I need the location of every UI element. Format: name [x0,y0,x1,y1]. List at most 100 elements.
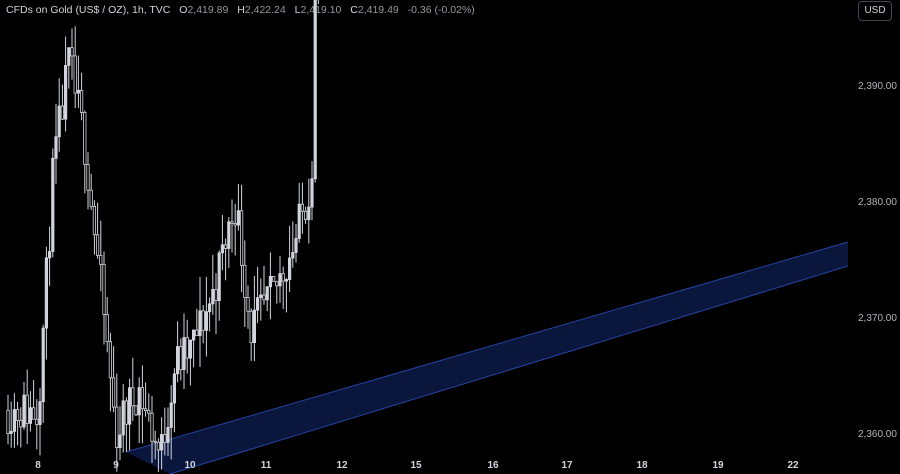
candle-body [217,252,221,301]
candle-body [278,273,282,287]
candle-body [300,203,305,212]
candle-body [153,440,157,443]
symbol-title[interactable]: CFDs on Gold (US$ / OZ), 1h, TVC [6,4,171,16]
candle-body [112,377,116,408]
candle-body [275,280,279,287]
candle-body [291,252,295,259]
candle-body [150,412,154,442]
candle-body [64,65,68,120]
candle-body [83,112,87,165]
candle-body [252,309,256,344]
channel-upper-line[interactable] [125,241,849,453]
candle-body [118,434,122,449]
candle-body [92,205,96,236]
candle-body [265,286,269,301]
candle-body [51,157,55,252]
candle-body [297,203,301,239]
candle-body [310,178,314,208]
open-label: O [179,4,188,16]
candle-body [255,297,260,311]
candle-body [54,136,58,159]
time-axis[interactable]: 8 9 10 11 12 15 16 17 18 19 22 [35,460,799,471]
candle-body [121,400,125,436]
candle-body [41,327,45,403]
channel-band[interactable] [126,242,848,474]
x-tick-label: 18 [636,460,648,471]
candle-body [204,311,208,331]
candle-body [70,47,74,57]
trend-channel[interactable] [125,241,849,474]
close-value: 2,419.49 [357,4,399,16]
candle-body [303,210,308,220]
candle-body [35,418,39,425]
x-tick-label: 17 [561,460,573,471]
candle-body [80,89,84,113]
change-value: -0.36 (-0.02%) [407,4,475,16]
candle-body [108,341,112,379]
candle-body [12,409,16,432]
candlestick-series [6,0,319,472]
candle-body [313,0,317,180]
candle-body [236,210,240,226]
candle-body [185,337,189,359]
candle-body [243,264,247,298]
x-tick-label: 16 [487,460,499,471]
candle-body [73,55,77,94]
candle-body [262,294,266,301]
candle-body [99,254,103,265]
y-tick-label: 2,390.00 [858,81,897,92]
candle-body [271,276,276,282]
candle-body [38,401,42,425]
candle-body [6,409,10,434]
candle-body [102,263,106,315]
channel-lower-line[interactable] [169,265,849,474]
candle-body [227,221,231,249]
x-tick-label: 9 [113,460,119,471]
candle-body [22,394,26,428]
x-tick-label: 15 [410,460,422,471]
candle-body [105,314,109,343]
candle-body [127,387,132,425]
candle-body [9,431,13,434]
candle-body [195,329,199,337]
currency-button[interactable]: USD [858,1,892,21]
candle-body [179,346,183,371]
candle-body [131,387,135,407]
candle-body [44,257,49,329]
candle-body [207,303,212,313]
candle-body [166,427,170,443]
candle-body [220,244,224,254]
candle-body [259,294,263,299]
candle-body [147,410,151,414]
candle-body [15,409,20,421]
candle-body [137,387,141,416]
candle-body [182,337,186,371]
candle-body [191,329,196,341]
x-tick-label: 12 [336,460,348,471]
x-tick-label: 19 [712,460,724,471]
candle-body [156,441,160,451]
candle-body [115,406,119,449]
candle-body [19,420,23,428]
open-value: 2,419.89 [187,4,229,16]
y-tick-label: 2,360.00 [858,429,897,440]
candle-body [60,105,65,120]
price-axis[interactable]: 2,360.002,370.002,380.002,390.002,400.00… [858,0,897,440]
candle-body [28,407,33,424]
candle-body [201,310,205,331]
candle-body [89,189,93,207]
candle-body [223,244,228,249]
candle-body [25,394,29,424]
candle-body [211,289,215,305]
candle-body [32,407,36,420]
candle-body [48,251,52,259]
low-label: L [294,4,301,16]
candle-body [163,434,167,443]
candle-body [169,402,173,428]
close-label: C [350,4,358,16]
high-label: H [237,4,245,16]
candle-body [96,234,100,256]
candle-body [76,89,80,94]
